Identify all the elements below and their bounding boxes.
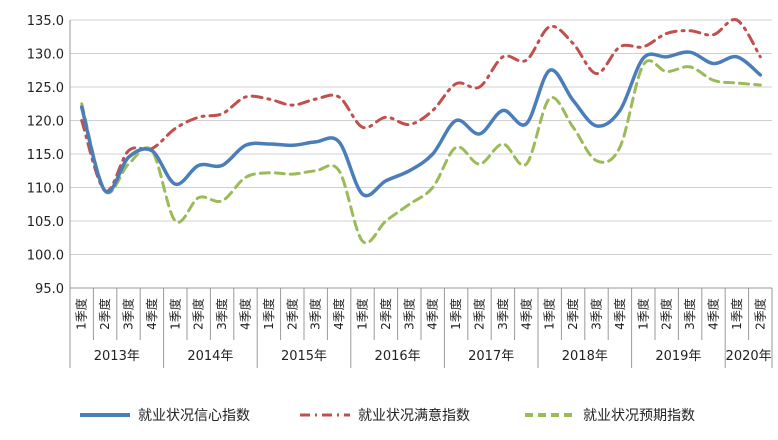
year-label: 2014年	[187, 349, 233, 364]
x-tick-label: 4季度	[518, 298, 533, 330]
x-tick-label: 2季度	[191, 298, 206, 330]
legend-label-confidence: 就业状况信心指数	[138, 408, 250, 424]
x-tick-label: 2季度	[659, 298, 674, 330]
y-tick-label: 125.0	[27, 81, 64, 96]
y-tick-label: 95.0	[35, 282, 64, 297]
year-label: 2013年	[94, 349, 140, 364]
x-tick-label: 4季度	[238, 298, 253, 330]
x-tick-label: 1季度	[167, 298, 182, 330]
x-tick-label: 3季度	[589, 298, 604, 330]
x-tick-label: 2季度	[752, 298, 767, 330]
grid-lines	[70, 19, 772, 289]
x-tick-label: 1季度	[635, 298, 650, 330]
year-label: 2018年	[562, 349, 608, 364]
x-tick-label: 3季度	[121, 298, 136, 330]
x-tick-label: 1季度	[729, 298, 744, 330]
x-tick-label: 3季度	[495, 298, 510, 330]
y-axis: 95.0 100.0 105.0 110.0 115.0 120.0 125.0 130.0 1…	[27, 14, 71, 297]
series-line-satisfaction	[80, 18, 762, 193]
x-tick-label: 4季度	[612, 298, 627, 330]
x-tick-label: 4季度	[706, 298, 721, 330]
year-label: 2020年	[726, 349, 772, 364]
series-line-confidence	[79, 50, 763, 198]
x-tick-label: 4季度	[425, 298, 440, 330]
year-label: 2016年	[375, 349, 421, 364]
year-label: 2017年	[468, 349, 514, 364]
x-tick-label: 3季度	[682, 298, 697, 330]
x-tick-label: 1季度	[542, 298, 557, 330]
y-tick-label: 100.0	[27, 249, 64, 264]
x-tick-label: 1季度	[448, 298, 463, 330]
year-label: 2015年	[281, 349, 327, 364]
x-axis: 1季度 2季度 3季度 4季度 1季度 2季度 3季度 4季度 1季度 2季度 3季度 4季度 1季度 2…	[69, 287, 773, 368]
y-tick-label: 110.0	[27, 182, 64, 197]
x-tick-label: 2季度	[472, 298, 487, 330]
x-tick-label: 4季度	[331, 298, 346, 330]
x-tick-label: 1季度	[261, 298, 276, 330]
series-lines	[79, 18, 763, 245]
series-line-expectation	[80, 59, 762, 245]
legend-label-expectation: 就业状况预期指数	[583, 408, 695, 424]
legend-swatch-satisfaction	[300, 413, 350, 417]
y-tick-label: 120.0	[27, 115, 64, 130]
y-tick-label: 115.0	[27, 148, 64, 163]
x-tick-label: 2季度	[97, 298, 112, 330]
x-tick-label: 2季度	[565, 298, 580, 330]
legend-label-satisfaction: 就业状况满意指数	[358, 408, 470, 424]
y-tick-label: 130.0	[27, 48, 64, 63]
legend: 就业状况信心指数 就业状况满意指数 就业状况预期指数	[0, 400, 778, 430]
x-tick-label: 3季度	[401, 298, 416, 330]
x-tick-label: 3季度	[308, 298, 323, 330]
x-tick-label: 4季度	[144, 298, 159, 330]
legend-item-satisfaction: 就业状况满意指数	[300, 400, 470, 430]
legend-swatch-confidence	[80, 413, 130, 417]
x-tick-label: 1季度	[355, 298, 370, 330]
x-tick-label: 1季度	[74, 298, 89, 330]
x-tick-label: 3季度	[214, 298, 229, 330]
legend-swatch-expectation	[525, 413, 575, 417]
line-chart: 95.0 100.0 105.0 110.0 115.0 120.0 125.0 130.0 1…	[27, 14, 773, 368]
x-tick-label: 2季度	[378, 298, 393, 330]
x-tick-label: 2季度	[284, 298, 299, 330]
legend-item-confidence: 就业状况信心指数	[80, 400, 250, 430]
y-tick-label: 135.0	[27, 14, 64, 29]
year-label: 2019年	[655, 349, 701, 364]
y-tick-label: 105.0	[27, 215, 64, 230]
legend-item-expectation: 就业状况预期指数	[525, 400, 695, 430]
